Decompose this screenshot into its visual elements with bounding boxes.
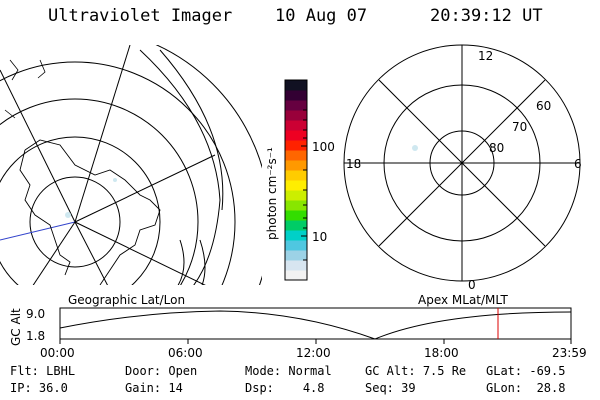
colorbar-swatch (285, 170, 307, 181)
altitude-ytick-9: 9.0 (26, 307, 45, 321)
limb-arc (177, 239, 185, 285)
colorbar-swatch (285, 230, 307, 241)
geo-map-label: Geographic Lat/Lon (68, 293, 185, 307)
colorbar-swatch (285, 130, 307, 141)
xtick-2359: 23:59 (552, 346, 587, 360)
status-ip: IP: 36.0 (10, 381, 68, 395)
altitude-ticks (59, 339, 572, 344)
status-gain: Gain: 14 (125, 381, 183, 395)
time-label: 20:39:12 UT (430, 6, 543, 26)
lat-circle (0, 61, 236, 285)
colorbar-swatch (285, 100, 307, 111)
colorbar-frame (284, 79, 308, 281)
meridian-line-blue (0, 221, 76, 241)
lat-circle (29, 176, 121, 268)
meridian-line (74, 45, 131, 223)
colorbar-swatch (285, 160, 307, 171)
colorbar-swatch (285, 200, 307, 211)
altitude-curve (59, 310, 572, 340)
colorbar-swatch (285, 220, 307, 231)
limb-arc (159, 49, 224, 211)
colorbar-swatch (285, 260, 307, 271)
colorbar-swatch (285, 180, 307, 191)
date-label: 10 Aug 07 (275, 6, 368, 26)
coastline-islands (4, 59, 46, 119)
limb-arc (199, 239, 206, 285)
colorbar-swatch (285, 250, 307, 261)
colorbar-swatch (285, 120, 307, 131)
xtick-1200: 12:00 (296, 346, 331, 360)
polar-plot (343, 44, 581, 282)
altitude-ylabel: GC Alt (9, 308, 23, 346)
mlt-label-0: 0 (468, 278, 476, 292)
colorbar-swatch (285, 90, 307, 101)
colorbar-swatch (285, 210, 307, 221)
meridian-line (0, 69, 76, 223)
colorbar-swatch (285, 140, 307, 151)
mlt-label-6: 6 (574, 157, 582, 171)
status-dsp: Dsp: 4.8 (245, 381, 325, 395)
xtick-0000: 00:00 (40, 346, 75, 360)
meridian-line (74, 154, 216, 223)
mlt-label-12: 12 (478, 49, 493, 63)
lat-label-80: 80 (489, 141, 504, 155)
status-flt: Flt: LBHL (10, 364, 76, 378)
meridian-line (32, 221, 76, 285)
status-door: Door: Open (125, 364, 198, 378)
colorbar-unit-label: photon cm⁻²s⁻¹ (265, 147, 279, 240)
colorbar (285, 80, 307, 281)
colorbar-swatch (285, 240, 307, 251)
altitude-ytick-1-8: 1.8 (26, 329, 45, 343)
lat-circle (0, 136, 161, 285)
status-glat: GLat: -69.5 (486, 364, 566, 378)
colorbar-swatch (285, 150, 307, 161)
geographic-map (0, 45, 262, 285)
status-glon: GLon: 28.8 (486, 381, 566, 395)
status-gc-alt: GC Alt: 7.5 Re (365, 364, 467, 378)
aurora-spots (65, 145, 418, 218)
lat-label-70: 70 (512, 120, 527, 134)
colorbar-tick-10: 10 (312, 230, 327, 244)
colorbar-tick-100: 100 (312, 140, 335, 154)
lat-circle (155, 45, 262, 285)
lat-label-60: 60 (536, 99, 551, 113)
coastline (19, 139, 161, 285)
meridian-line (74, 221, 206, 285)
altitude-plot-frame (59, 307, 572, 340)
colorbar-swatch (285, 80, 307, 91)
colorbar-ticks (301, 109, 307, 261)
status-mode: Mode: Normal (245, 364, 332, 378)
xtick-1800: 18:00 (424, 346, 459, 360)
polar-plot-label: Apex MLat/MLT (418, 293, 508, 307)
limb-arc (139, 49, 221, 285)
colorbar-swatch (285, 110, 307, 121)
polar-diagonal (378, 79, 546, 247)
status-seq: Seq: 39 (365, 381, 416, 395)
instrument-title: Ultraviolet Imager (48, 6, 233, 26)
xtick-0600: 06:00 (168, 346, 203, 360)
colorbar-swatch (285, 270, 307, 281)
colorbar-swatch (285, 190, 307, 201)
lat-circle (0, 98, 199, 285)
mlt-label-18: 18 (346, 157, 361, 171)
